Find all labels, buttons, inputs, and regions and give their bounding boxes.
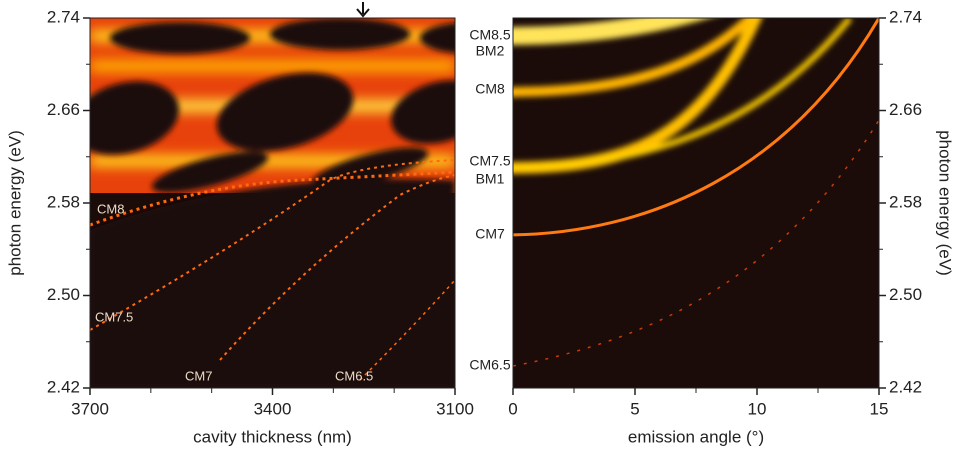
x-tick-label: 0 <box>508 399 517 418</box>
y-tick-label: 2.58 <box>47 192 80 211</box>
mode-band <box>513 18 758 97</box>
dark-lobe <box>151 151 269 193</box>
y-tick-label: 2.50 <box>47 285 80 304</box>
mode-trace <box>90 159 455 331</box>
heatmap-stripe <box>90 60 455 72</box>
dark-lobe <box>216 72 354 152</box>
y-tick-label: 2.42 <box>47 377 80 396</box>
mode-annotation: CM7.5 <box>469 153 510 169</box>
x-tick-label: 3100 <box>436 399 474 418</box>
dark-lobe <box>270 18 410 50</box>
heatmap-dark <box>90 18 455 388</box>
x-tick-label: 3700 <box>71 399 109 418</box>
mode-annotation: CM8 <box>475 81 505 97</box>
y-tick-label: 2.74 <box>889 7 922 26</box>
mode-annotation: CM6.5 <box>469 357 510 373</box>
mode-band <box>513 119 879 367</box>
heatmap <box>513 18 879 388</box>
lower-dark <box>90 178 455 388</box>
dark-lobe <box>391 80 455 144</box>
y-tick-label: 2.66 <box>889 100 922 119</box>
y-tick-label: 2.50 <box>889 285 922 304</box>
dark-lobe <box>420 22 455 54</box>
mode-trace <box>90 170 455 227</box>
mode-annotation: CM7 <box>185 368 212 383</box>
mode-annotation: BM2 <box>476 43 505 59</box>
x-tick-label: 5 <box>630 399 639 418</box>
y-tick-label: 2.42 <box>889 377 922 396</box>
mode-annotation: CM6.5 <box>335 368 373 383</box>
mode-band <box>513 18 853 171</box>
y-axis-label: photon energy (eV) <box>5 130 24 276</box>
x-tick-label: 15 <box>870 399 889 418</box>
mode-annotation: CM8.5 <box>469 27 510 43</box>
y-tick-label: 2.58 <box>889 192 922 211</box>
heatmap-glow <box>513 18 853 174</box>
x-tick-label: 10 <box>748 399 767 418</box>
arrow-marker <box>356 2 370 18</box>
heatmap <box>90 18 455 388</box>
heatmap-background <box>513 18 879 388</box>
dark-lobe <box>110 22 250 54</box>
x-axis-label: emission angle (°) <box>628 427 764 446</box>
mode-band <box>513 18 710 45</box>
y-tick-label: 2.74 <box>47 7 80 26</box>
x-axis-label: cavity thickness (nm) <box>193 427 352 446</box>
mode-annotation: CM7.5 <box>95 309 133 324</box>
mode-band <box>513 18 879 237</box>
mode-trace <box>359 279 455 381</box>
y-tick-label: 2.66 <box>47 100 80 119</box>
mode-annotation: BM1 <box>476 171 505 187</box>
mode-trace <box>219 174 455 361</box>
dark-lobe <box>311 147 429 189</box>
dark-lobe <box>90 81 179 155</box>
mode-annotation: CM7 <box>475 226 505 242</box>
y-axis-label: photon energy (eV) <box>936 130 955 276</box>
x-tick-label: 3400 <box>254 399 292 418</box>
mode-annotation: CM8 <box>97 201 124 216</box>
